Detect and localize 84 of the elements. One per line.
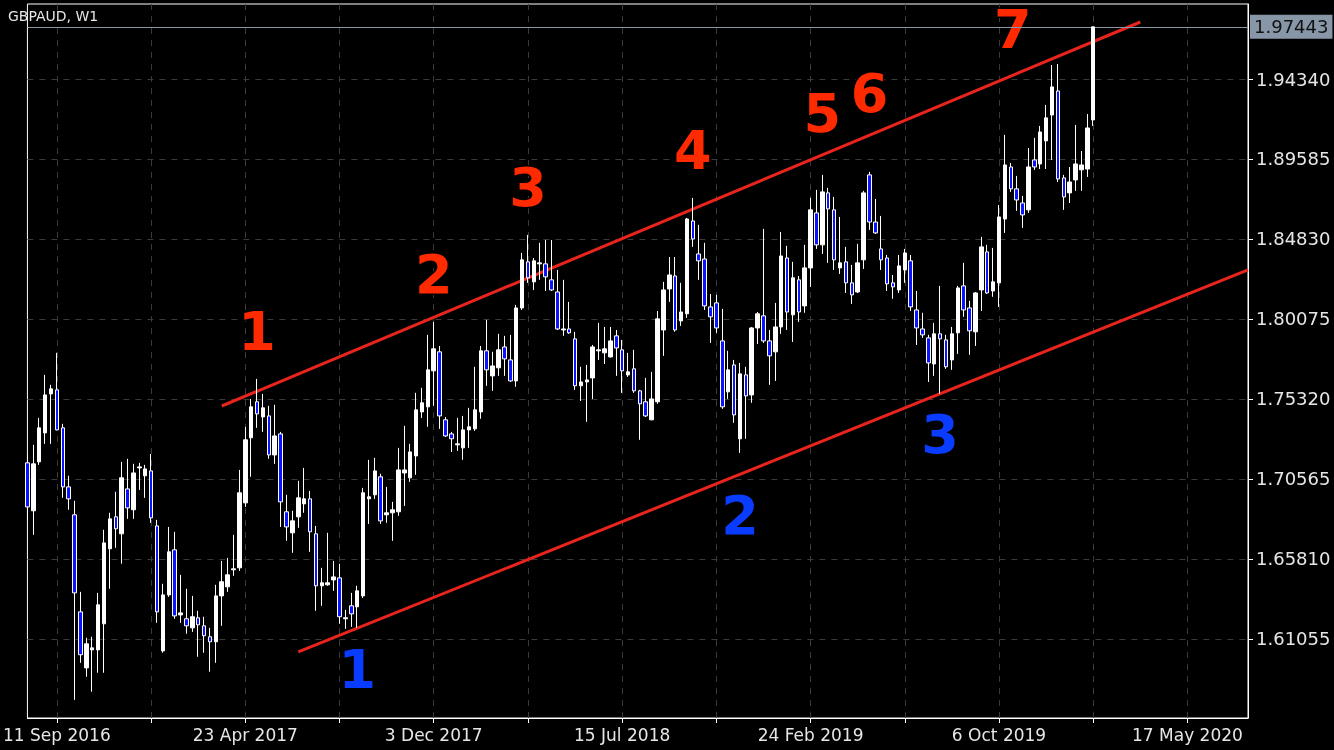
candlestick bbox=[632, 349, 636, 394]
candlestick bbox=[879, 215, 883, 271]
candlestick bbox=[43, 374, 47, 445]
x-tick-label: 24 Feb 2019 bbox=[757, 724, 864, 745]
candlestick bbox=[361, 487, 365, 599]
candlestick bbox=[249, 398, 253, 478]
candlestick bbox=[732, 359, 736, 424]
candlestick bbox=[791, 261, 795, 343]
candlestick bbox=[1050, 64, 1054, 161]
annotation: 3 bbox=[509, 156, 547, 220]
x-tick-label: 6 Oct 2019 bbox=[951, 724, 1047, 745]
candlestick bbox=[1056, 63, 1060, 183]
candlestick bbox=[891, 274, 895, 300]
annotation: 6 bbox=[850, 62, 889, 126]
candlestick bbox=[102, 529, 106, 674]
candlestick bbox=[473, 366, 477, 432]
candlestick bbox=[944, 334, 948, 370]
candlestick bbox=[96, 592, 100, 674]
candlestick bbox=[626, 352, 630, 378]
candlestick bbox=[838, 216, 842, 275]
candlestick bbox=[37, 417, 41, 466]
y-tick-label: 1.89585 bbox=[1256, 148, 1331, 170]
candlestick bbox=[573, 331, 577, 391]
y-tick-label: 1.75320 bbox=[1256, 388, 1331, 410]
y-tick-label: 1.80075 bbox=[1256, 308, 1331, 330]
candlestick bbox=[991, 247, 995, 298]
candlestick bbox=[314, 525, 318, 612]
candlestick bbox=[255, 378, 259, 429]
y-tick-label: 1.65810 bbox=[1256, 548, 1331, 570]
candlestick bbox=[691, 197, 695, 248]
x-tick-label: 3 Dec 2017 bbox=[384, 724, 483, 745]
y-tick-label: 1.61055 bbox=[1256, 628, 1331, 650]
candlestick bbox=[549, 239, 554, 292]
annotation: 2 bbox=[414, 243, 453, 307]
candlestick bbox=[343, 609, 348, 630]
candlestick bbox=[897, 254, 901, 294]
annotation: 1 bbox=[238, 300, 276, 364]
candlestick bbox=[679, 282, 683, 327]
x-tick-label: 23 Apr 2017 bbox=[192, 724, 298, 745]
candlestick bbox=[1003, 134, 1007, 234]
candlestick bbox=[520, 252, 524, 311]
y-tick-label: 1.84830 bbox=[1256, 228, 1331, 250]
candlestick bbox=[308, 490, 312, 553]
candlestick bbox=[526, 234, 530, 284]
x-tick-label: 11 Sep 2016 bbox=[3, 724, 111, 745]
candlestick bbox=[420, 387, 424, 419]
candlestick bbox=[414, 392, 418, 476]
candlestick bbox=[261, 393, 265, 433]
candlestick bbox=[844, 246, 848, 294]
candlestick bbox=[149, 453, 153, 524]
candlestick bbox=[49, 384, 53, 445]
y-tick-label: 1.70565 bbox=[1256, 468, 1331, 490]
annotation: 1 bbox=[338, 637, 376, 701]
candlestick bbox=[367, 459, 371, 525]
candlestick bbox=[579, 366, 583, 402]
candlestick bbox=[72, 500, 77, 701]
candlestick bbox=[997, 204, 1001, 308]
annotation: 2 bbox=[721, 483, 759, 547]
candlestick bbox=[155, 519, 159, 624]
y-tick-label: 1.94340 bbox=[1256, 68, 1331, 90]
candlestick bbox=[585, 364, 589, 423]
candlestick bbox=[785, 245, 789, 331]
candlestick bbox=[938, 285, 942, 395]
candlestick bbox=[620, 339, 624, 394]
annotation: 5 bbox=[803, 82, 842, 146]
x-tick-label: 15 Jul 2018 bbox=[574, 724, 671, 745]
candlestick bbox=[108, 512, 112, 590]
candlestick bbox=[55, 352, 59, 431]
candlestick bbox=[467, 407, 471, 449]
ref-line-label: 1.97443 bbox=[1254, 16, 1329, 38]
candlestick bbox=[885, 254, 889, 292]
x-tick-label: 17 May 2020 bbox=[1132, 724, 1243, 745]
candlestick bbox=[738, 362, 742, 454]
annotation: 4 bbox=[674, 119, 712, 183]
candlestick bbox=[1091, 26, 1095, 127]
candlestick bbox=[208, 627, 212, 673]
candlestick bbox=[161, 583, 165, 654]
annotation: 3 bbox=[921, 403, 959, 467]
candlestick bbox=[202, 616, 206, 654]
candlestick bbox=[950, 326, 954, 371]
candlestick bbox=[832, 196, 836, 271]
candlestick bbox=[231, 534, 236, 577]
candlestick bbox=[685, 217, 689, 319]
candlestick bbox=[1044, 104, 1048, 170]
